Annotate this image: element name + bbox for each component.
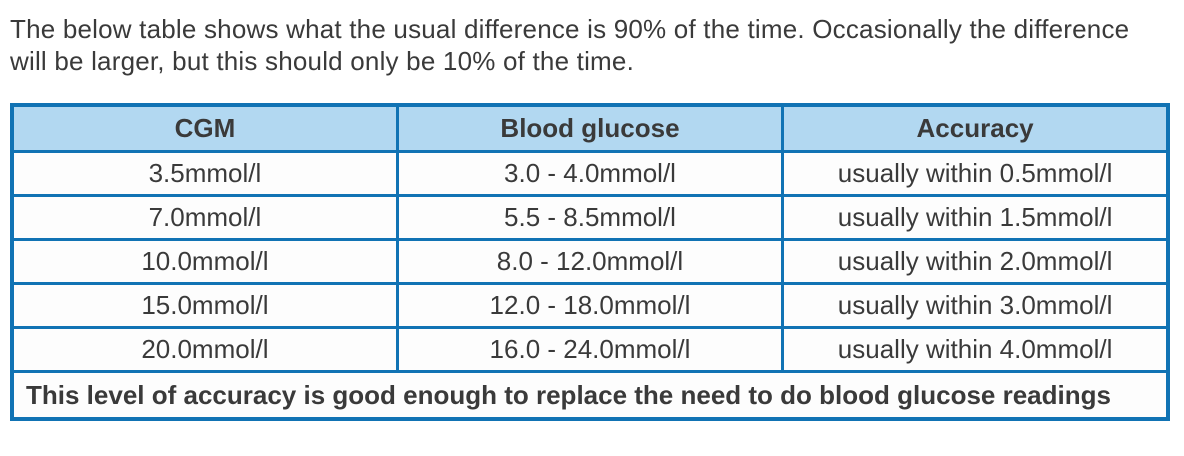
table-cell: 5.5 - 8.5mmol/l [395,193,785,241]
table-header-row: CGM Blood glucose Accuracy [10,103,1170,153]
table-cell: 20.0mmol/l [10,325,399,373]
table-cell: 16.0 - 24.0mmol/l [395,325,785,373]
table-row: 7.0mmol/l 5.5 - 8.5mmol/l usually within 1… [10,193,1170,241]
table-cell: usually within 3.0mmol/l [781,281,1170,329]
table-header-cgm: CGM [10,103,399,153]
table-row: 20.0mmol/l 16.0 - 24.0mmol/l usually withi… [10,325,1170,373]
table-cell: usually within 0.5mmol/l [781,149,1170,197]
table-cell: usually within 1.5mmol/l [781,193,1170,241]
table-cell: 3.0 - 4.0mmol/l [395,149,785,197]
table-footer-row: This level of accuracy is good enough to… [10,369,1170,421]
page: The below table shows what the usual dif… [10,14,1170,422]
cgm-accuracy-table: CGM Blood glucose Accuracy 3.5mmol/l 3.0 … [10,103,1170,422]
table-cell: 8.0 - 12.0mmol/l [395,237,785,285]
table-footer-note: This level of accuracy is good enough to… [10,369,1170,421]
table-cell: 7.0mmol/l [10,193,399,241]
table-header-blood-glucose: Blood glucose [395,103,785,153]
intro-text: The below table shows what the usual dif… [10,14,1130,76]
table-cell: 3.5mmol/l [10,149,399,197]
table-row: 15.0mmol/l 12.0 - 18.0mmol/l usually withi… [10,281,1170,329]
table-cell: 12.0 - 18.0mmol/l [395,281,785,329]
table-cell: 15.0mmol/l [10,281,399,329]
table-cell: 10.0mmol/l [10,237,399,285]
table-cell: usually within 2.0mmol/l [781,237,1170,285]
table-cell: usually within 4.0mmol/l [781,325,1170,373]
table-row: 10.0mmol/l 8.0 - 12.0mmol/l usually within… [10,237,1170,285]
table-row: 3.5mmol/l 3.0 - 4.0mmol/l usually within 0… [10,149,1170,197]
table-header-accuracy: Accuracy [781,103,1170,153]
table-body: 3.5mmol/l 3.0 - 4.0mmol/l usually within 0… [10,149,1170,373]
